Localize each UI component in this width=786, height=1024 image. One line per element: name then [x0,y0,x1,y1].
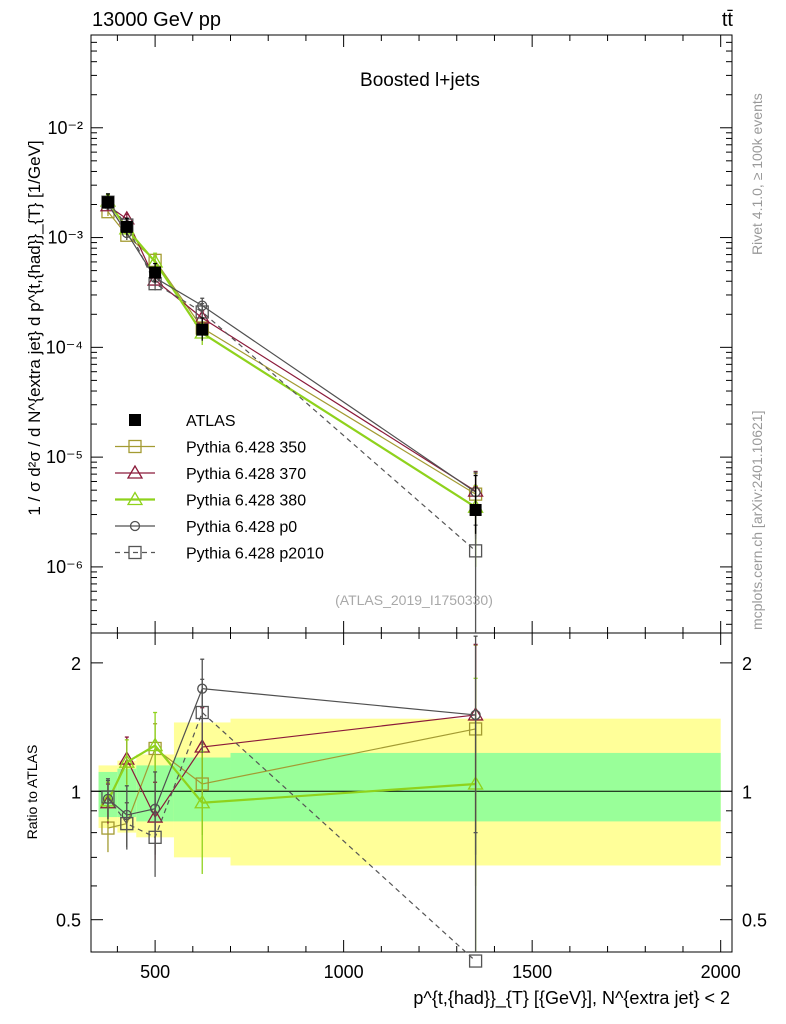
data-point [196,323,209,336]
main-axis-ticks: 10⁻⁶ 10⁻⁵ 10⁻⁴ 10⁻³ 10⁻² [46,34,732,633]
y-tick-label: 10⁻³ [47,228,83,248]
ratio-axis-ticks: 0.5 0.5 1 1 2 2 500 1000 1500 2000 [56,633,767,982]
ratio-panel-frame [90,632,733,953]
x-tick-label: 500 [140,962,170,982]
y-tick-label: 10⁻⁵ [46,447,83,467]
legend-marker [129,414,141,426]
legend-label: Pythia 6.428 370 [186,466,306,483]
main-panel-frame [90,34,733,634]
y-tick-label: 10⁻⁶ [46,557,83,577]
header-right-label: tt̄ [722,9,734,31]
x-axis-label: p^{t,{had}}_{T} [{GeV}], N^{extra jet} <… [413,988,730,1009]
data-point [195,705,209,720]
main-y-axis-label: 1 / σ d²σ / d N^{extra jet} d p^{t,{had}… [25,140,44,515]
y-tick-label: 10⁻⁴ [46,337,83,357]
legend-marker [128,545,142,560]
watermark: (ATLAS_2019_I1750330) [335,592,493,608]
ratio-y-tick-label-right: 1 [742,782,752,802]
legend-label: Pythia 6.428 350 [186,440,306,457]
legend-marker [126,464,144,479]
data-point [101,196,114,209]
ratio-y-tick-label: 1 [71,782,81,802]
main-title: Boosted l+jets [360,70,480,91]
legend-label: Pythia 6.428 380 [186,493,306,510]
main-series-layer [99,192,484,633]
legend-marker [126,491,144,506]
legend: ATLAS Pythia 6.428 350 Pythia 6.428 370 Pyt… [115,413,324,563]
data-point [120,816,134,831]
ratio-y-tick-label: 2 [71,654,81,674]
data-point [101,790,115,804]
data-point [118,753,135,768]
data-point [468,544,483,558]
legend-label: ATLAS [186,413,236,430]
legend-label: Pythia 6.428 p0 [186,519,297,536]
legend-marker [128,439,142,454]
ratio-y-tick-label-right: 0.5 [742,911,767,931]
rivet-label: Rivet 4.1.0, ≥ 100k events [749,93,765,255]
ratio-series-layer [99,635,484,968]
data-point [120,220,133,233]
ratio-y-tick-label: 0.5 [56,911,81,931]
mcplots-label: mcplots.cern.ch [arXiv:2401.10621] [749,411,765,630]
data-point [468,954,483,968]
header-left-label: 13000 GeV pp [92,9,221,31]
y-tick-label: 10⁻² [47,118,83,138]
data-point [194,794,211,809]
legend-label: Pythia 6.428 p2010 [186,546,324,563]
ratio-y-axis-label: Ratio to ATLAS [24,745,40,840]
data-point [146,737,164,752]
ratio-y-tick-label-right: 2 [742,654,752,674]
data-point [470,709,481,721]
x-tick-label: 1000 [324,962,364,982]
x-tick-label: 1500 [512,962,552,982]
data-point [469,503,482,516]
x-tick-label: 2000 [701,962,741,982]
ratio-uncertainty-bands [91,718,732,866]
data-point [149,266,162,279]
legend-marker [129,520,141,532]
data-point [148,830,162,844]
